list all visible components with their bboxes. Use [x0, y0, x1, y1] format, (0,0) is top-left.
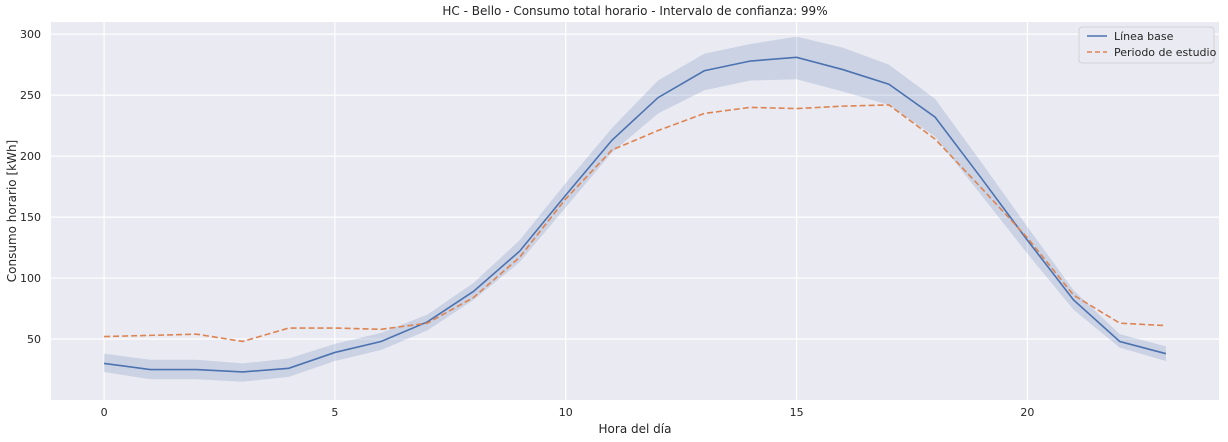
legend-box	[1078, 26, 1215, 64]
y-tick-label: 150	[20, 211, 41, 224]
y-tick-label: 100	[20, 272, 41, 285]
tick-labels: 0 5 10 15 20 50 100 150 200 250 300	[20, 28, 1034, 419]
x-tick-label: 15	[790, 406, 804, 419]
y-tick-label: 200	[20, 150, 41, 163]
grid	[51, 22, 1219, 400]
legend: Línea base Periodo de estudio	[1078, 26, 1217, 64]
x-tick-label: 0	[101, 406, 108, 419]
chart-title: HC - Bello - Consumo total horario - Int…	[442, 4, 827, 18]
series-line-1	[104, 104, 1166, 343]
y-tick-label: 300	[20, 28, 41, 41]
y-axis-label: Consumo horario [kWh]	[5, 140, 19, 282]
confidence-band	[104, 36, 1166, 382]
x-tick-label: 5	[331, 406, 338, 419]
x-tick-label: 20	[1020, 406, 1034, 419]
x-tick-label: 10	[559, 406, 573, 419]
y-tick-label: 250	[20, 89, 41, 102]
y-tick-label: 50	[27, 333, 41, 346]
legend-label-linea-base: Línea base	[1114, 30, 1174, 43]
legend-label-periodo-de-estudio: Periodo de estudio	[1114, 46, 1217, 59]
series-layer	[103, 36, 1167, 382]
series-line-0	[103, 56, 1167, 373]
x-axis-label: Hora del día	[599, 422, 672, 436]
plot-area	[51, 22, 1219, 400]
